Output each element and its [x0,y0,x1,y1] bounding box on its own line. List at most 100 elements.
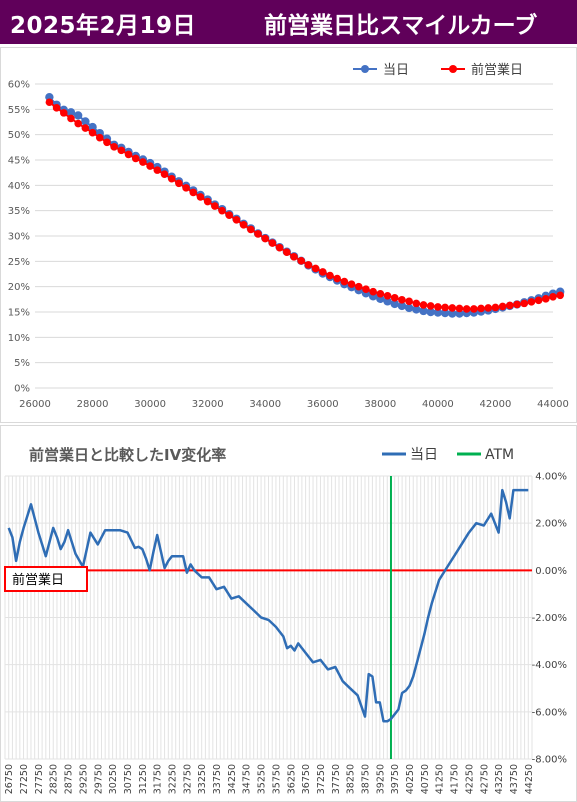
series-line [48,96,561,315]
y-tick-label: 5% [14,358,30,369]
data-point [419,306,428,316]
data-point [45,98,54,107]
x-tick-label: 30000 [134,399,166,410]
x-tick-label: 38250 [346,764,357,794]
page-header: 2025年2月19日 前営業日比スマイルカーブ [0,0,577,44]
data-point [139,158,147,166]
data-point [376,289,385,298]
data-point [175,179,183,188]
data-point [419,301,428,309]
y-tick-label: 4.00% [535,472,567,483]
legend-label: 当日 [383,63,409,78]
data-point [340,277,349,286]
data-point [390,299,399,309]
data-point [354,282,363,291]
data-point [520,299,529,308]
data-point [484,304,493,312]
data-point [160,170,169,178]
x-tick-label: 32750 [182,764,193,794]
x-tick-label: 26000 [19,399,51,410]
legend-label: 前営業日 [471,62,523,78]
baseline-label: 前営業日 [12,572,64,588]
x-tick-label: 34000 [249,399,281,410]
data-point [103,138,111,147]
x-tick-label: 44250 [524,764,535,794]
data-point [498,302,507,311]
data-point [318,268,327,276]
data-point [326,271,334,280]
x-tick-label: 36000 [307,399,339,410]
y-tick-label: 35% [8,206,30,217]
data-point [81,124,90,132]
data-point [448,304,457,312]
data-point [268,239,277,247]
x-tick-label: 38750 [361,764,372,794]
data-point [131,154,140,163]
x-tick-label: 39250 [375,764,386,794]
y-tick-label: 40% [8,181,30,192]
y-tick-label: 45% [8,156,30,167]
data-point [412,305,421,314]
data-point [434,303,442,311]
x-tick-label: 43750 [509,764,520,794]
data-point [383,297,392,306]
data-point [239,221,248,229]
data-point [412,299,421,308]
data-point [182,184,190,192]
x-tick-label: 36250 [286,764,297,794]
data-point [549,293,557,301]
x-tick-label: 36750 [301,764,312,794]
data-point [404,303,414,313]
x-tick-label: 40000 [422,399,454,410]
data-point [73,111,83,120]
data-point [117,146,126,155]
data-point [397,301,407,311]
data-point [261,234,270,243]
x-tick-label: 26750 [4,764,15,794]
x-tick-label: 31250 [138,764,149,794]
data-point [311,264,320,273]
y-tick-label: 60% [8,80,30,91]
data-point [67,114,75,123]
header-date: 2025年2月19日 [10,13,197,39]
data-point [440,308,450,318]
y-tick-label: 2.00% [535,519,567,530]
data-point [88,122,97,132]
x-tick-label: 40750 [420,764,431,794]
data-point [462,305,471,313]
legend-marker [449,65,457,73]
y-tick-label: 30% [8,232,30,243]
y-tick-label: -4.00% [532,660,567,671]
x-tick-label: 31750 [153,764,164,794]
data-point [59,109,68,117]
data-point [88,128,97,137]
iv-change-chart: 前営業日と比較したIV変化率 4.00% 2.00% 0.00% -2.00% -4.00… [4,446,567,794]
data-point [254,230,262,238]
series-line [48,101,561,310]
data-point [146,162,154,170]
x-tick-label: 34250 [227,764,238,794]
x-tick-label: 28250 [49,764,60,794]
data-point [491,303,500,312]
data-point [470,305,478,313]
data-point [513,300,521,309]
data-point [81,117,90,126]
data-point [211,202,219,210]
data-point [247,225,255,234]
y-tick-label: -6.00% [532,707,567,718]
series-line [7,488,529,723]
data-point [477,304,485,313]
iv-change-panel: 前営業日と比較したIV変化率 4.00% 2.00% 0.00% -2.00% -4.00… [0,425,577,802]
y-tick-label: 55% [8,105,30,116]
data-point [556,291,564,300]
x-tick-label: 44000 [537,399,569,410]
data-point [167,174,176,183]
data-point [448,309,457,318]
data-point [527,298,536,306]
y-tick-label: 10% [8,333,30,344]
data-point [153,166,162,174]
data-point [398,296,406,304]
data-point [390,294,399,302]
data-point [297,257,305,265]
data-point [275,243,284,252]
